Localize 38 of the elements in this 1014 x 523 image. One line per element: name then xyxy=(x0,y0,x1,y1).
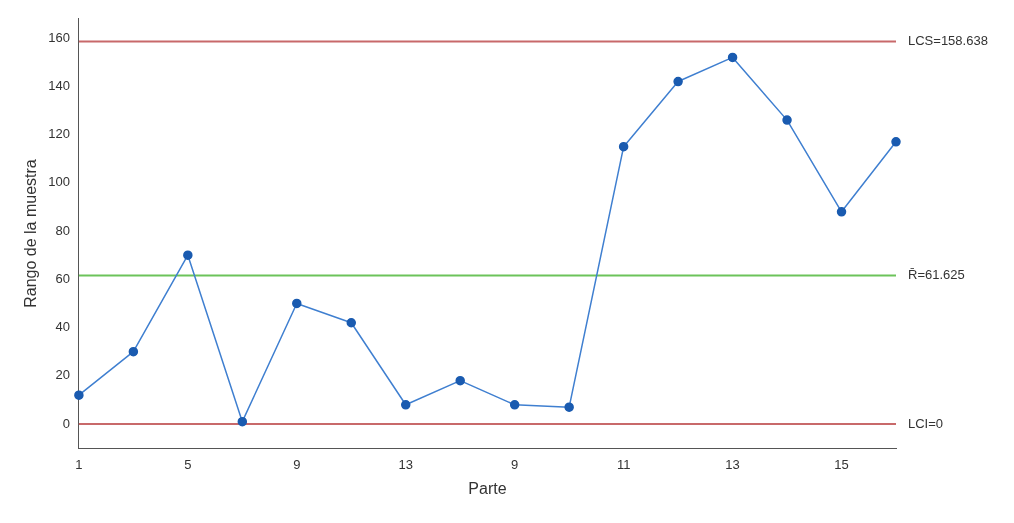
point xyxy=(673,76,683,87)
point xyxy=(564,402,574,412)
point xyxy=(183,250,193,260)
y-tick-label: 80 xyxy=(55,222,70,238)
point xyxy=(891,137,901,147)
ref-line-label: LCS=158.638 xyxy=(908,32,988,48)
y-axis-title: Rango de la muestra xyxy=(22,159,40,308)
point xyxy=(237,416,248,427)
point xyxy=(836,207,847,217)
y-tick-label: 60 xyxy=(55,270,70,286)
y-tick-label: 100 xyxy=(48,174,70,190)
point xyxy=(346,318,357,328)
point xyxy=(509,400,520,410)
ref-line-label: R̄=61.625 xyxy=(908,266,965,282)
x-tick-label: 13 xyxy=(398,456,413,472)
point xyxy=(782,115,792,125)
point xyxy=(400,400,411,410)
point xyxy=(74,390,84,400)
point xyxy=(128,346,139,357)
y-tick-label: 20 xyxy=(55,367,70,383)
point xyxy=(618,141,629,152)
y-tick-label: 140 xyxy=(48,77,70,93)
y-tick-label: 0 xyxy=(62,415,70,431)
point xyxy=(727,52,738,63)
x-tick-label: 11 xyxy=(616,456,631,472)
x-tick-label: 9 xyxy=(293,456,301,472)
x-tick-label: 15 xyxy=(834,456,849,472)
y-tick-label: 40 xyxy=(55,319,70,335)
x-tick-label: 9 xyxy=(511,456,519,472)
x-tick-label: 5 xyxy=(184,456,192,472)
point xyxy=(455,375,465,386)
point xyxy=(292,298,302,309)
x-axis-title: Parte xyxy=(468,479,507,497)
x-tick-label: 13 xyxy=(725,456,740,472)
y-tick-label: 160 xyxy=(48,29,70,45)
y-tick-label: 120 xyxy=(48,126,70,142)
ref-line-label: LCI=0 xyxy=(908,415,944,431)
x-tick-label: 1 xyxy=(75,456,83,472)
